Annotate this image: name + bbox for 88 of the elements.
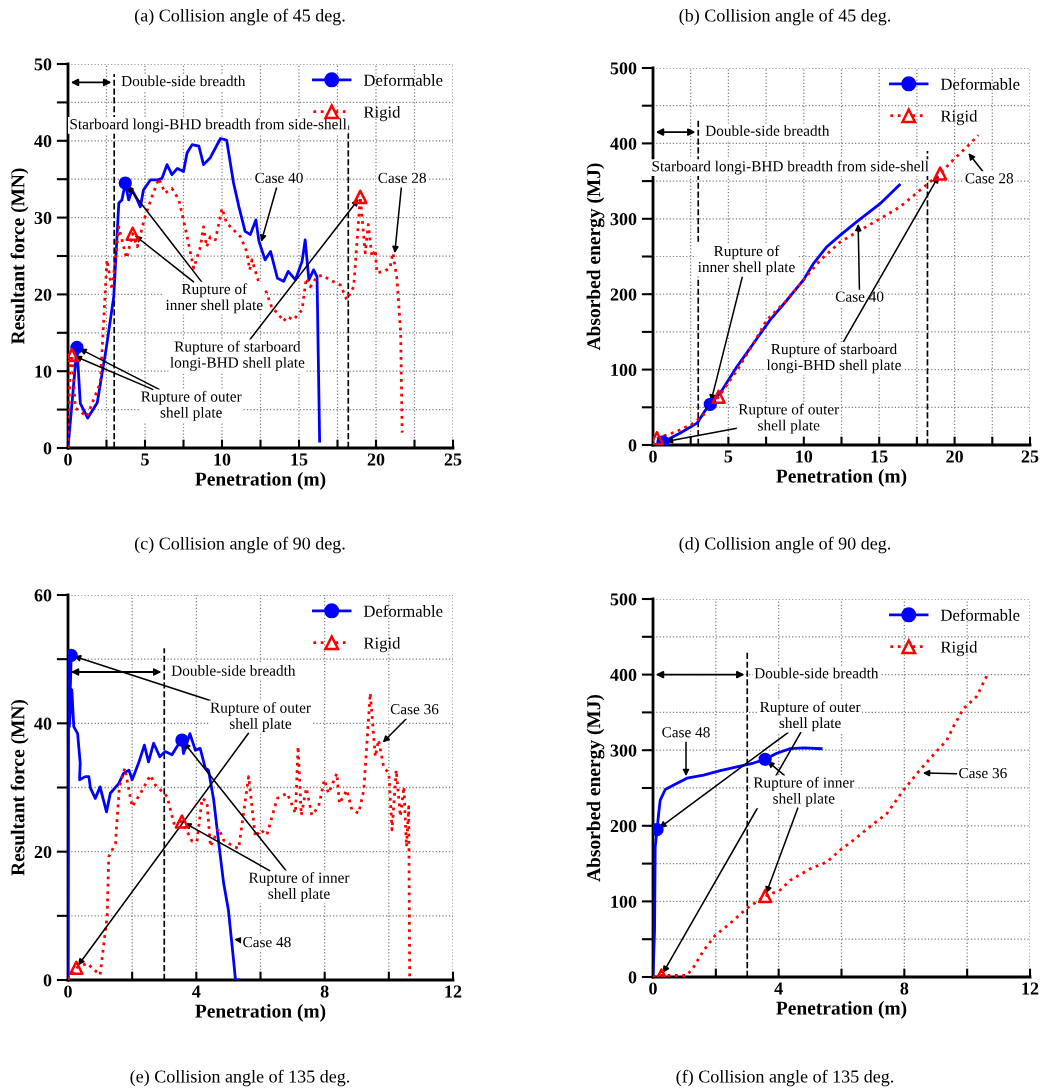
x-tick-label: 4: [192, 985, 201, 998]
ref-line-label: Starboard longi-BHD breadth from side-shell: [652, 160, 929, 175]
annotation: Rupture of inner shell plate: [165, 283, 263, 314]
annotation: Rupture of starboard longi-BHD shell plate: [170, 340, 305, 371]
annotation: Case 48: [243, 936, 291, 948]
annotation: Case 40: [835, 291, 884, 302]
x-tick-label: 10: [214, 453, 231, 466]
y-axis-title: Absorbed energy (MJ): [586, 163, 605, 351]
x-tick-label: 25: [444, 453, 462, 466]
annotation: Rupture of inner shell plate: [698, 245, 795, 276]
y-tick-label: 100: [611, 363, 637, 377]
ref-line-label: Double-side breadth: [754, 667, 879, 679]
annotation: Rupture of outer shell plate: [141, 390, 242, 421]
annotation: Rupture of outer shell plate: [210, 701, 311, 732]
legend-label: Deformable: [363, 604, 443, 617]
y-tick-label: 20: [34, 288, 52, 301]
x-tick-label: 0: [64, 453, 72, 466]
legend-label: Deformable: [940, 608, 1020, 621]
annotation: Rupture of starboard longi-BHD shell plate: [766, 343, 901, 374]
y-tick-label: 50: [34, 58, 52, 71]
legend-label: Rigid: [363, 105, 401, 122]
y-axis-title: Resultant force (MN): [10, 699, 29, 876]
x-tick-label: 12: [1022, 982, 1039, 995]
x-tick-label: 5: [724, 450, 733, 463]
text: (e) Collision angle of 135 deg.: [130, 1069, 350, 1087]
y-tick-label: 40: [34, 717, 52, 730]
text: (b) Collision angle of 45 deg.: [679, 8, 891, 26]
x-tick-label: 4: [774, 982, 783, 995]
legend-label: Rigid: [940, 640, 978, 657]
text: (a) Collision angle of 45 deg.: [134, 8, 345, 26]
y-tick-label: 500: [610, 62, 637, 75]
annotation: Case 28: [378, 172, 426, 184]
y-tick-label: 300: [610, 744, 637, 757]
legend-label: Rigid: [363, 636, 401, 653]
y-tick-label: 500: [610, 593, 637, 606]
y-tick-label: 100: [611, 895, 637, 908]
annotation: Case 28: [965, 173, 1014, 184]
x-axis-title: Penetration (m): [195, 1004, 326, 1022]
ref-line-label: Starboard longi-BHD breadth from side-shell: [70, 118, 347, 133]
annotation: Case 40: [255, 172, 303, 184]
x-tick-label: 15: [871, 450, 888, 463]
y-tick-label: 0: [43, 974, 52, 987]
x-tick-label: 8: [320, 985, 329, 998]
x-tick-label: 12: [445, 985, 462, 998]
x-tick-label: 0: [64, 985, 72, 998]
y-tick-label: 30: [34, 211, 52, 225]
y-tick-label: 10: [35, 365, 52, 378]
y-axis-title: Absorbed energy (MJ): [586, 694, 605, 882]
ref-line-label: Double-side breadth: [171, 665, 296, 676]
x-tick-label: 25: [1021, 450, 1039, 463]
y-tick-label: 300: [610, 213, 637, 226]
x-tick-label: 20: [367, 453, 385, 466]
text: (f) Collision angle of 135 deg.: [676, 1069, 894, 1087]
legend-label: Deformable: [363, 73, 443, 86]
y-tick-label: 400: [610, 668, 637, 682]
ref-line-label: Double-side breadth: [705, 125, 830, 136]
y-tick-label: 0: [628, 971, 637, 984]
legend-label: Rigid: [940, 109, 978, 126]
x-tick-label: 8: [900, 982, 909, 995]
x-tick-label: 15: [291, 453, 308, 466]
y-tick-label: 60: [34, 589, 52, 602]
annotation: Rupture of inner shell plate: [248, 871, 350, 902]
x-axis-title: Penetration (m): [776, 1001, 907, 1019]
x-tick-label: 0: [649, 450, 657, 463]
text: (c) Collision angle of 90 deg.: [134, 536, 345, 554]
x-tick-label: 0: [649, 982, 657, 995]
x-tick-label: 10: [796, 450, 813, 463]
y-tick-label: 200: [610, 820, 637, 833]
y-tick-label: 20: [34, 845, 52, 859]
y-tick-label: 0: [628, 439, 637, 452]
ref-line-label: Double-side breadth: [121, 75, 246, 87]
y-tick-label: 40: [34, 135, 52, 148]
legend-label: Deformable: [940, 77, 1020, 90]
annotation: Rupture of outer shell plate: [738, 403, 840, 434]
y-tick-label: 200: [610, 288, 637, 301]
y-axis-title: Resultant force (MN): [10, 168, 29, 345]
annotation: Case 48: [662, 727, 710, 738]
annotation: Rupture of inner shell plate: [753, 776, 855, 807]
annotation: Case 36: [959, 767, 1007, 779]
x-tick-label: 5: [141, 453, 149, 466]
annotation: Rupture of outer shell plate: [760, 701, 861, 732]
x-tick-label: 20: [946, 450, 963, 463]
x-axis-title: Penetration (m): [776, 469, 907, 487]
y-tick-label: 0: [43, 442, 52, 455]
annotation: Case 36: [390, 704, 439, 715]
x-axis-title: Penetration (m): [195, 472, 326, 490]
text: (d) Collision angle of 90 deg.: [679, 536, 891, 554]
y-tick-label: 400: [610, 137, 637, 150]
